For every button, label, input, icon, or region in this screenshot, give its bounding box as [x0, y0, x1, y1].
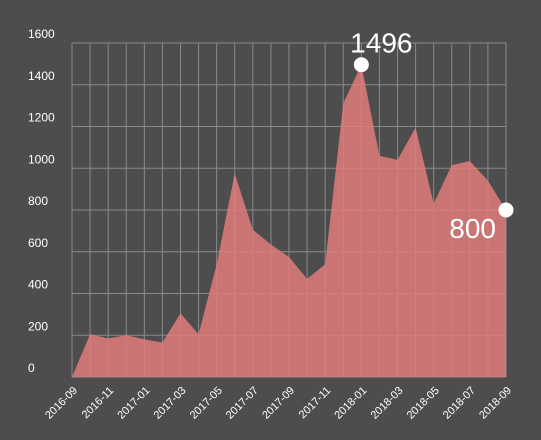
x-tick-label: 2018-07 [441, 385, 478, 422]
x-tick-label: 2016-11 [80, 385, 116, 421]
x-tick-label: 2018-03 [369, 385, 406, 422]
callouts: 1496 800 [350, 28, 514, 244]
callout-label: 1496 [350, 28, 412, 59]
y-tick-label: 200 [28, 319, 48, 333]
y-tick-label: 1000 [28, 152, 55, 166]
x-tick-label: 2018-09 [477, 385, 514, 422]
y-tick-label: 1200 [28, 111, 55, 125]
x-tick-label: 2018-05 [405, 385, 442, 422]
x-tick-label: 2018-01 [332, 385, 369, 422]
x-tick-label: 2017-03 [152, 385, 189, 422]
y-tick-label: 400 [28, 278, 48, 292]
x-tick-label: 2017-11 [297, 385, 333, 421]
callout-marker [353, 57, 369, 73]
y-tick-label: 1600 [28, 27, 55, 41]
y-axis-ticks: 0 200 400 600 800 1000 1200 1400 1600 [28, 27, 55, 375]
x-tick-label: 2016-09 [43, 385, 80, 422]
area-series [72, 64, 506, 378]
y-tick-label: 1400 [28, 69, 55, 83]
callout-marker [498, 202, 514, 218]
x-tick-label: 2017-01 [115, 385, 152, 422]
x-tick-label: 2017-07 [224, 385, 261, 422]
y-tick-label: 0 [28, 361, 35, 375]
x-tick-label: 2017-09 [260, 385, 297, 422]
y-tick-label: 800 [28, 194, 48, 208]
callout-label: 800 [449, 213, 496, 244]
x-tick-label: 2017-05 [188, 385, 225, 422]
y-tick-label: 600 [28, 236, 48, 250]
x-axis-ticks: 2016-09 2016-11 2017-01 2017-03 2017-05 2017-… [43, 385, 514, 422]
